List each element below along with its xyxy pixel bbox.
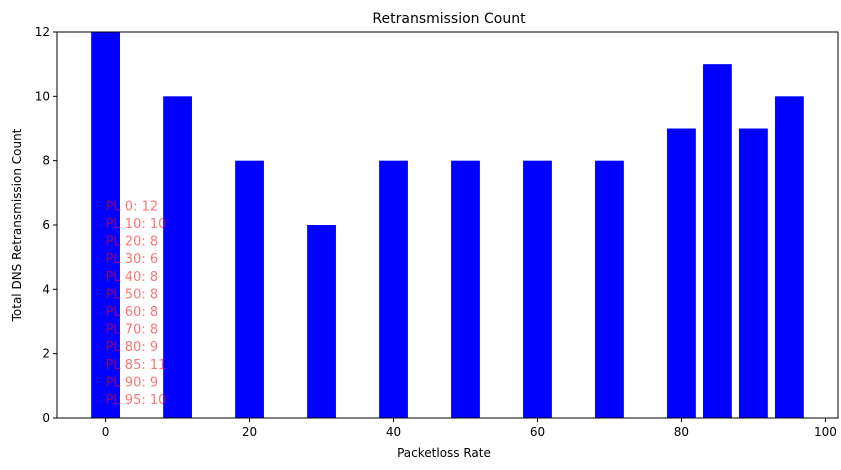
- x-tick-label: 80: [674, 425, 689, 439]
- x-tick-label: 60: [530, 425, 545, 439]
- y-tick-label: 0: [42, 411, 50, 425]
- y-tick-label: 4: [42, 282, 50, 296]
- bar-pl-40: [379, 160, 408, 418]
- bar-pl-70: [595, 160, 624, 418]
- y-axis-title: Total DNS Retransmission Count: [10, 128, 24, 322]
- bar-pl-10: [163, 96, 192, 418]
- x-tick-label: 20: [242, 425, 257, 439]
- annotation-label: PL 40: 8: [106, 270, 159, 285]
- bar-pl-50: [451, 160, 480, 418]
- chart-title: Retransmission Count: [372, 11, 526, 27]
- annotation-label: PL 30: 6: [106, 252, 159, 267]
- y-tick-label: 12: [35, 25, 50, 39]
- annotation-label: PL 90: 9: [106, 375, 159, 390]
- bar-pl-20: [235, 160, 264, 418]
- x-axis-title: Packetloss Rate: [397, 446, 491, 460]
- annotations-group: PL 0: 12 PL 10: 10 PL 20: 8 PL 30: 6 PL 40: …: [106, 199, 167, 408]
- annotation-label: PL 20: 8: [106, 235, 159, 250]
- y-axis: 0 2 4 6 8 10 12: [35, 25, 57, 425]
- x-tick-label: 100: [814, 425, 837, 439]
- x-tick-label: 40: [386, 425, 401, 439]
- bar-pl-30: [307, 225, 336, 418]
- annotation-label: PL 0: 12: [106, 199, 159, 214]
- x-tick-label: 0: [102, 425, 110, 439]
- x-axis: 0 20 40 60 80 100: [102, 418, 837, 439]
- y-tick-label: 10: [35, 89, 50, 103]
- y-tick-label: 2: [42, 347, 50, 361]
- annotation-label: PL 85: 11: [106, 358, 167, 373]
- bar-pl-80: [667, 128, 696, 418]
- y-tick-label: 6: [42, 218, 50, 232]
- annotation-label: PL 50: 8: [106, 287, 159, 302]
- bar-pl-0: [91, 32, 120, 418]
- bar-pl-85: [703, 64, 732, 419]
- y-tick-label: 8: [42, 154, 50, 168]
- annotation-label: PL 10: 10: [106, 217, 167, 232]
- annotation-label: PL 70: 8: [106, 323, 159, 338]
- bar-pl-95: [775, 96, 804, 418]
- bars-group: [91, 32, 804, 419]
- annotation-label: PL 80: 9: [106, 340, 159, 355]
- annotation-label: PL 60: 8: [106, 305, 159, 320]
- annotation-label: PL 95: 10: [106, 393, 167, 408]
- bar-pl-90: [739, 128, 768, 418]
- bar-pl-60: [523, 160, 552, 418]
